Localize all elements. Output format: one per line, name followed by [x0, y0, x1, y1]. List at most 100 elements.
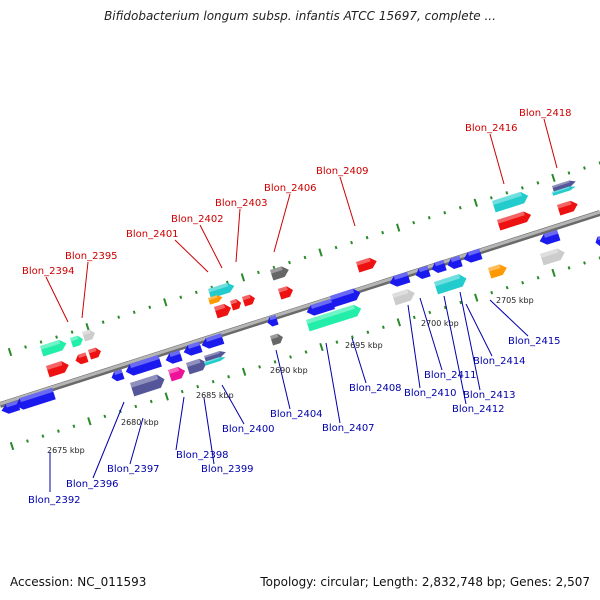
- scale-label: 2675 kbp: [47, 446, 85, 455]
- lower-scale-tick: [319, 342, 324, 352]
- lower-scale-tick: [505, 285, 509, 290]
- scale-label: 2690 kbp: [270, 366, 308, 375]
- forward-gene: [242, 294, 255, 307]
- reverse-gene-label-leader: [407, 304, 421, 389]
- lower-scale-tick: [273, 360, 277, 364]
- upper-scale-tick: [163, 298, 168, 307]
- scale-label: 2685 kbp: [196, 391, 234, 400]
- forward-gene: [330, 288, 361, 308]
- reverse-gene: [15, 387, 56, 410]
- forward-gene: [87, 347, 101, 360]
- upper-scale-tick: [39, 340, 43, 344]
- upper-scale-tick: [85, 323, 90, 332]
- reverse-gene: [434, 274, 467, 295]
- lower-scale-tick: [87, 417, 92, 426]
- backbone-line: [0, 210, 600, 406]
- reverse-gene: [488, 264, 507, 279]
- lower-scale-tick: [536, 276, 540, 280]
- reverse-gene: [595, 234, 600, 247]
- lower-scale-tick: [103, 414, 107, 419]
- upper-scale-tick: [536, 181, 540, 185]
- reverse-gene: [185, 358, 207, 375]
- upper-scale-tick: [443, 211, 447, 215]
- reverse-gene: [201, 333, 225, 349]
- upper-scale-tick: [583, 166, 586, 170]
- forward-gene: [69, 335, 83, 348]
- lower-scale-tick: [26, 439, 29, 443]
- upper-scale-tick: [567, 171, 571, 175]
- forward-gene-label-leader: [45, 276, 69, 323]
- forward-gene-label-leader: [273, 193, 291, 253]
- reverse-gene: [389, 271, 411, 287]
- map-title: Bifidobacterium longum subsp. infantis A…: [104, 9, 496, 23]
- reverse-gene: [447, 255, 463, 269]
- lower-scale-tick: [196, 384, 200, 389]
- topology-label: Topology: circular; Length: 2,832,748 bp…: [260, 575, 590, 589]
- reverse-gene: [270, 333, 283, 346]
- reverse-gene-label: Blon_2410: [404, 388, 457, 399]
- lower-scale-tick: [598, 256, 600, 260]
- reverse-gene-label-leader: [221, 384, 245, 425]
- upper-scale-tick: [458, 206, 462, 210]
- reverse-gene-label: Blon_2413: [463, 390, 516, 401]
- upper-scale-tick: [101, 320, 105, 324]
- forward-gene: [40, 339, 67, 357]
- upper-scale-tick: [117, 315, 121, 319]
- upper-scale-tick: [381, 230, 385, 235]
- upper-scale-tick: [179, 295, 183, 300]
- upper-scale-tick: [520, 186, 524, 190]
- reverse-gene-label: Blon_2411: [424, 370, 477, 381]
- lower-scale-tick: [551, 268, 556, 277]
- forward-gene: [208, 282, 235, 299]
- upper-scale-tick: [334, 245, 338, 250]
- forward-gene-label: Blon_2406: [264, 183, 317, 194]
- forward-gene-label-leader: [489, 133, 505, 185]
- forward-gene-label: Blon_2418: [519, 108, 572, 119]
- reverse-gene-label-leader: [203, 397, 215, 465]
- lower-scale-tick: [41, 434, 45, 438]
- lower-scale-tick: [134, 404, 138, 409]
- lower-scale-tick: [366, 330, 370, 334]
- lower-scale-tick: [351, 335, 354, 339]
- reverse-gene-label-leader: [489, 299, 529, 337]
- upper-scale-tick: [272, 265, 276, 270]
- lower-scale-tick: [459, 300, 463, 305]
- reverse-gene: [463, 248, 483, 263]
- forward-gene-label: Blon_2394: [22, 266, 75, 277]
- lower-scale-tick: [9, 441, 15, 451]
- forward-gene-label: Blon_2416: [465, 123, 518, 134]
- reverse-gene-label-leader: [275, 349, 291, 410]
- upper-scale-tick: [240, 273, 246, 282]
- lower-scale-tick: [164, 392, 169, 401]
- lower-scale-tick: [412, 315, 416, 320]
- forward-gene: [306, 304, 362, 332]
- reverse-gene-label: Blon_2396: [66, 479, 119, 490]
- reverse-gene: [165, 350, 183, 364]
- upper-scale-tick: [257, 270, 260, 275]
- forward-gene: [278, 286, 294, 300]
- lower-scale-tick: [396, 318, 402, 327]
- lower-scale-tick: [180, 389, 184, 394]
- scale-label: 2680 kbp: [121, 418, 159, 427]
- scale-label: 2700 kbp: [421, 319, 459, 328]
- reverse-gene-label: Blon_2404: [270, 409, 323, 420]
- forward-gene: [46, 361, 69, 378]
- forward-gene: [306, 298, 336, 316]
- lower-scale-tick: [149, 399, 153, 404]
- forward-gene: [229, 299, 242, 311]
- forward-gene-label: Blon_2395: [65, 251, 118, 262]
- forward-gene-label-leader: [81, 261, 89, 319]
- lower-scale-tick: [72, 424, 76, 428]
- upper-scale-tick: [318, 248, 323, 257]
- reverse-gene: [111, 369, 125, 382]
- lower-scale-tick: [241, 367, 247, 376]
- forward-gene-label: Blon_2409: [316, 166, 369, 177]
- reverse-gene-label-leader: [92, 401, 125, 479]
- reverse-gene: [540, 248, 565, 266]
- upper-scale-tick: [55, 335, 58, 339]
- forward-gene-label: Blon_2403: [215, 198, 268, 209]
- upper-scale-tick: [598, 161, 600, 165]
- reverse-gene-label: Blon_2397: [107, 464, 160, 475]
- forward-gene-label-leader: [339, 176, 356, 227]
